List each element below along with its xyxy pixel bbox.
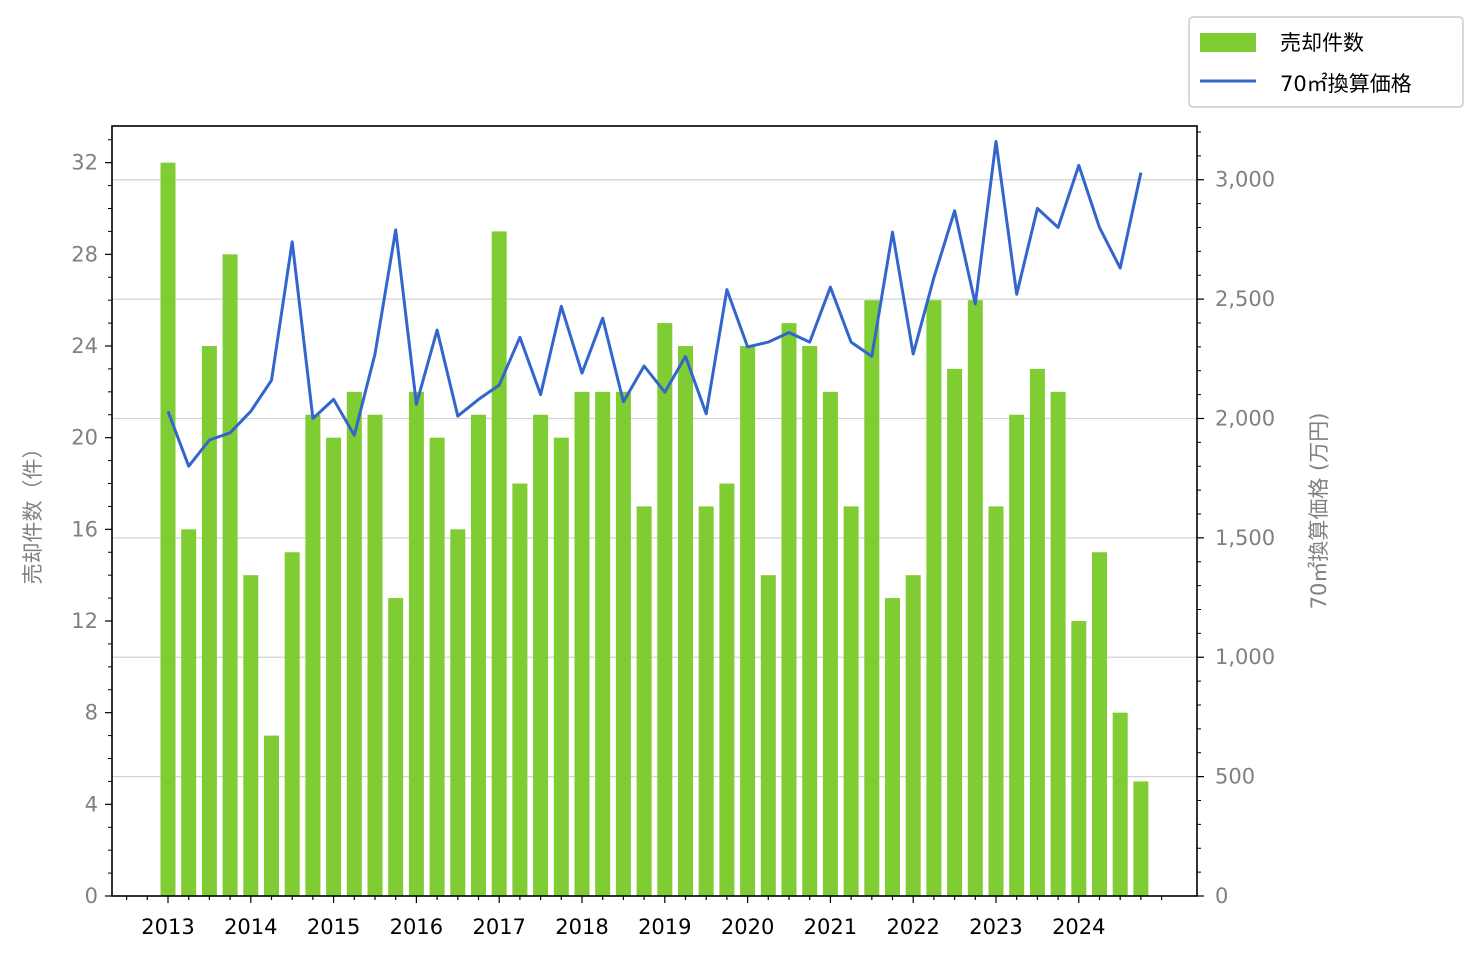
bar (988, 506, 1004, 896)
bar (388, 598, 404, 896)
plot-frame (111, 125, 1198, 897)
bar (967, 300, 983, 897)
x-tick-label: 2013 (141, 915, 194, 939)
legend: 売却件数 70㎡換算価格 (1188, 16, 1464, 108)
left-tick-label: 28 (71, 242, 98, 266)
left-tick-label: 24 (71, 334, 98, 358)
bar (222, 254, 238, 897)
bar (326, 437, 342, 896)
bar (408, 391, 424, 896)
bar (926, 300, 942, 897)
legend-label-line: 70㎡換算価格 (1280, 72, 1412, 96)
bar (595, 391, 611, 896)
x-axis: 2013 2014 2015 2016 2017 2018 2019 2020 2021 2022… (125, 896, 1163, 939)
x-tick-label: 2014 (224, 915, 277, 939)
bar (885, 598, 900, 896)
left-tick-label: 12 (71, 609, 98, 633)
right-tick-label: 2,500 (1215, 287, 1275, 311)
bar (802, 346, 818, 896)
bar (367, 414, 383, 896)
bar (657, 323, 673, 896)
right-tick-label: 1,500 (1215, 526, 1275, 550)
price-line (166, 140, 1143, 468)
bar (574, 391, 590, 896)
bar (905, 575, 921, 896)
legend-box (1188, 16, 1464, 108)
left-axis-title: 売却件数（件） (21, 438, 45, 585)
bar (636, 506, 652, 896)
bar (1133, 781, 1149, 896)
bar (533, 414, 549, 896)
x-tick-label: 2017 (472, 915, 525, 939)
bar (160, 162, 176, 896)
left-axis: 0 4 8 12 16 20 24 28 32 (71, 139, 112, 908)
left-tick-label: 4 (85, 792, 98, 816)
x-tick-label: 2022 (886, 915, 939, 939)
x-tick-label: 2021 (804, 915, 857, 939)
left-tick-label: 16 (71, 517, 98, 541)
right-tick-label: 2,000 (1215, 406, 1275, 430)
bar (181, 529, 197, 896)
bar (264, 735, 279, 896)
bar (284, 552, 300, 896)
bar (822, 391, 838, 896)
right-tick-label: 1,000 (1215, 645, 1275, 669)
x-tick-label: 2023 (969, 915, 1022, 939)
left-tick-label: 0 (85, 884, 98, 908)
bar (1071, 621, 1087, 896)
bar (843, 506, 859, 896)
x-tick-label: 2024 (1052, 915, 1105, 939)
bar (740, 346, 756, 896)
bars (160, 162, 1149, 897)
right-tick-label: 0 (1215, 884, 1228, 908)
bar (305, 414, 321, 896)
bar (864, 300, 880, 897)
left-tick-label: 32 (71, 151, 98, 175)
bar (698, 506, 714, 896)
x-tick-label: 2019 (638, 915, 691, 939)
x-tick-label: 2018 (555, 915, 608, 939)
legend-label-bar: 売却件数 (1280, 31, 1364, 55)
right-tick-label: 3,000 (1215, 168, 1275, 192)
bar (1112, 712, 1128, 896)
bar (1050, 391, 1066, 896)
bar (760, 575, 776, 896)
bar (201, 346, 217, 896)
bar (450, 529, 466, 896)
bar (491, 231, 507, 896)
bar (429, 437, 445, 896)
bar (471, 414, 486, 896)
bar (947, 368, 963, 897)
legend-swatch-bar (1200, 33, 1256, 52)
bar (1092, 552, 1107, 896)
left-tick-label: 20 (71, 426, 98, 450)
x-tick-label: 2016 (390, 915, 443, 939)
left-tick-label: 8 (85, 701, 98, 725)
bar (346, 391, 362, 896)
right-axis-title: 70㎡換算価格 (万円) (1307, 413, 1331, 610)
bar (1009, 414, 1025, 896)
bar (512, 483, 528, 896)
bar (678, 346, 693, 896)
right-tick-label: 500 (1215, 765, 1255, 789)
bar (1029, 368, 1045, 897)
bar (553, 437, 569, 896)
x-tick-label: 2020 (721, 915, 774, 939)
bar (243, 575, 259, 896)
bar (781, 323, 797, 896)
x-tick-label: 2015 (307, 915, 360, 939)
bar (719, 483, 735, 896)
bar (615, 391, 631, 896)
right-axis: 0 500 1,000 1,500 2,000 2,500 3,000 (1197, 131, 1275, 908)
